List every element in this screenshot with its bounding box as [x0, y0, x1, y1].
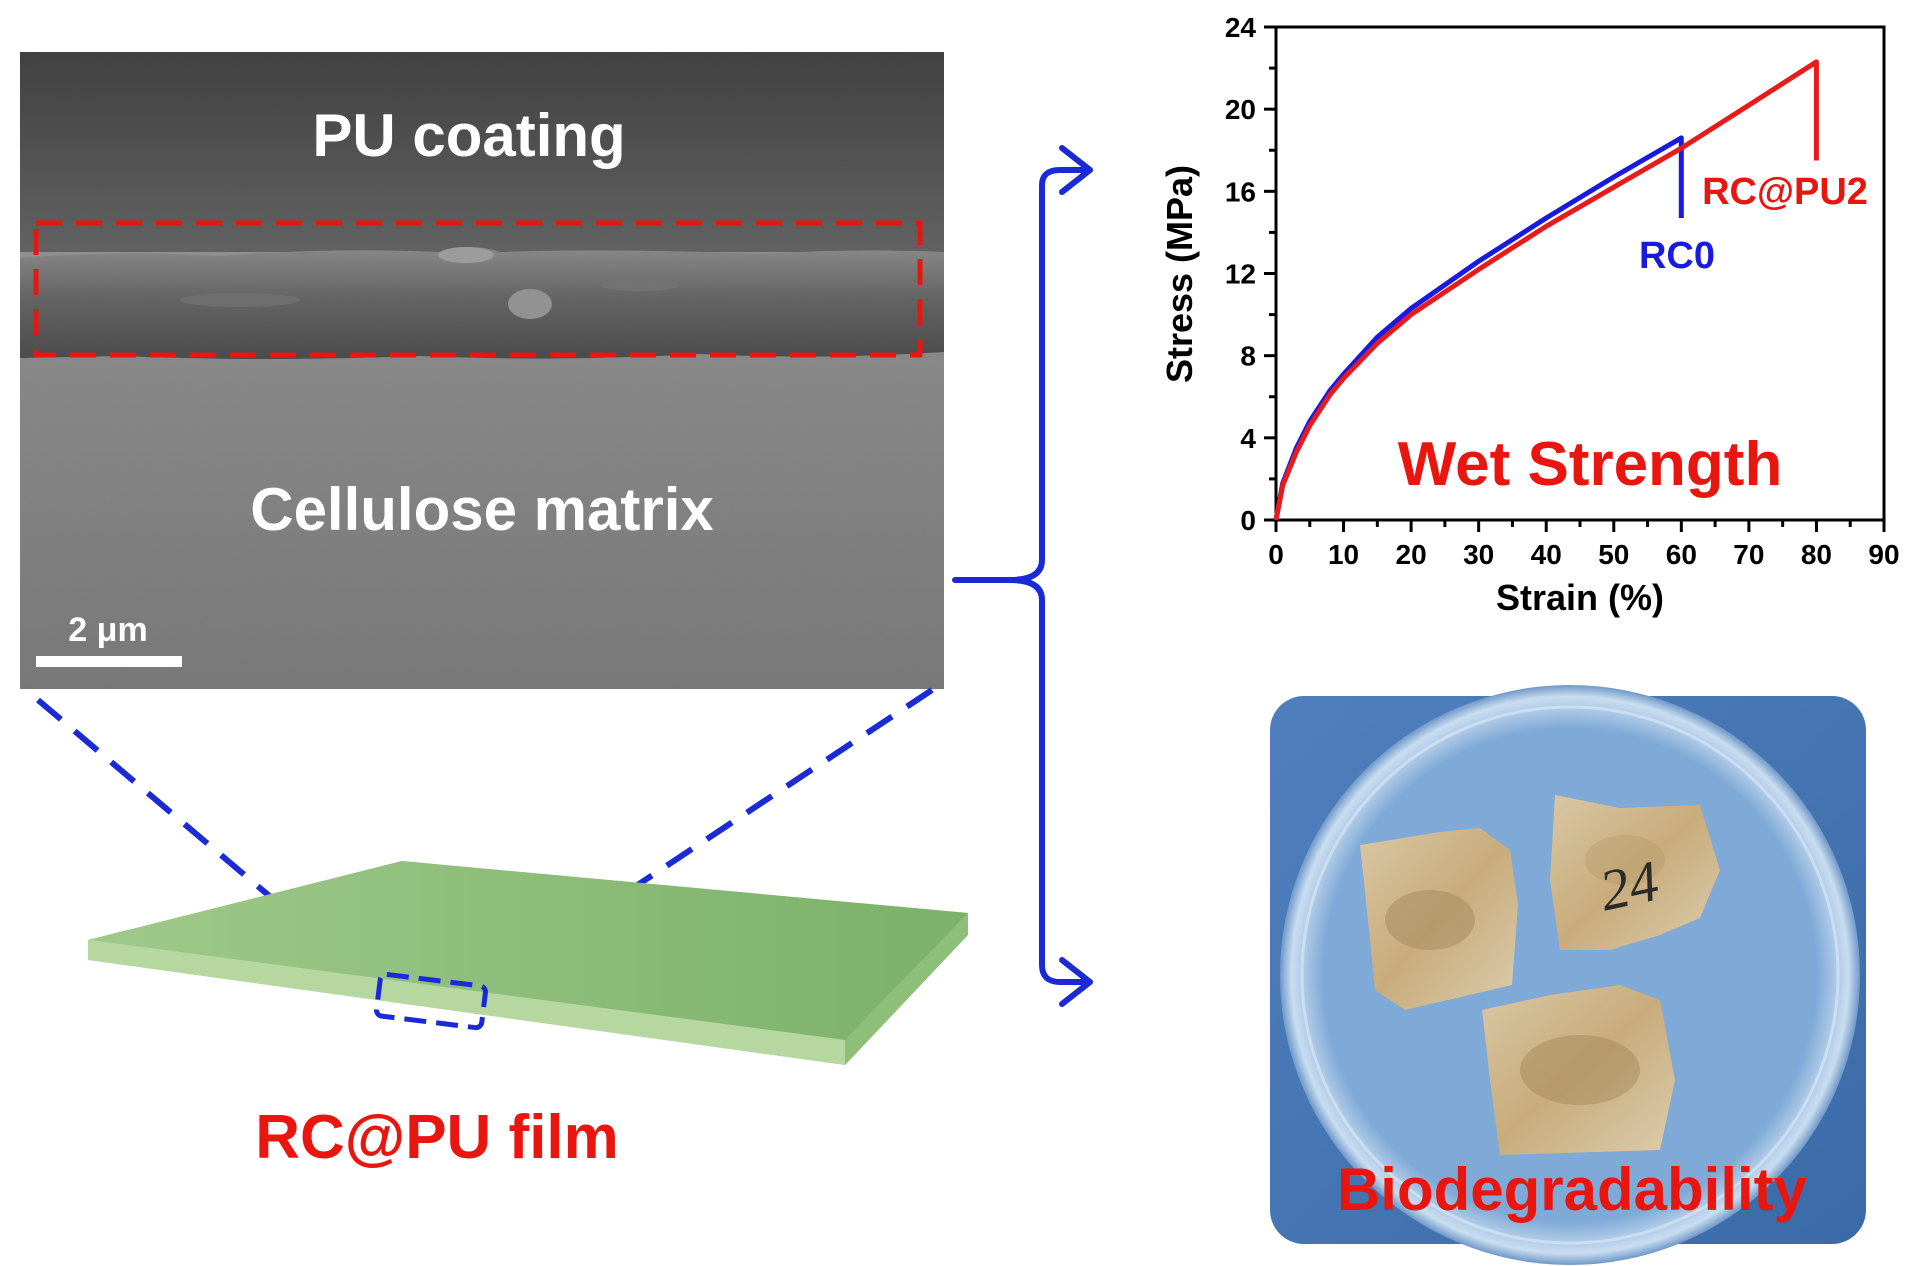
rc-pu-film: RC@PU film — [88, 861, 968, 1172]
series-line-rc-pu2 — [1273, 59, 1819, 521]
y-tick-label: 16 — [1225, 176, 1256, 207]
mold-patch — [1585, 835, 1665, 885]
film-top — [88, 861, 968, 1040]
petri-dish — [1280, 685, 1860, 1265]
film-label: RC@PU film — [255, 1103, 619, 1172]
chart-ylabel: Stress (MPa) — [1159, 165, 1200, 383]
y-tick-label: 4 — [1240, 423, 1256, 454]
petri-dish-rim — [1300, 705, 1840, 1245]
chart-title: Wet Strength — [1398, 430, 1783, 499]
scale-bar-label: 2 μm — [68, 611, 147, 649]
x-tick-label: 50 — [1598, 539, 1629, 570]
arrow-to-photo — [1059, 957, 1093, 1007]
bracket-upper — [952, 167, 1093, 583]
photo-label: Biodegradability — [1337, 1156, 1808, 1223]
mold-patch — [1385, 890, 1475, 950]
magnified-region-box — [374, 971, 488, 1031]
x-tick-label: 80 — [1801, 539, 1832, 570]
bracket-lower — [1007, 577, 1093, 985]
series-label-rc-pu2: RC@PU2 — [1702, 171, 1868, 213]
x-tick-label: 10 — [1328, 539, 1359, 570]
chart-ticks: 0 10 20 30 40 50 60 70 80 90 0 4 8 12 16 20 24 — [1225, 12, 1900, 570]
arrow-to-chart — [1059, 145, 1093, 195]
bracket-arrows — [952, 145, 1093, 1007]
sem-image: PU coating Cellulose matrix 2 μm — [20, 52, 944, 689]
x-tick-label: 30 — [1463, 539, 1494, 570]
degraded-sample — [1482, 985, 1675, 1155]
film-right-edge — [845, 913, 968, 1065]
y-tick-label: 12 — [1225, 259, 1256, 290]
sample-marking: 24 — [1594, 848, 1664, 924]
zoom-line-left — [36, 697, 380, 991]
chart-plot-area — [1274, 25, 1886, 522]
degraded-sample — [1550, 795, 1720, 950]
y-tick-label: 20 — [1225, 94, 1256, 125]
x-tick-label: 60 — [1666, 539, 1697, 570]
y-tick-label: 8 — [1240, 341, 1256, 372]
scale-bar — [36, 656, 182, 667]
wet-strength-chart: 0 10 20 30 40 50 60 70 80 90 0 4 8 12 16 20 24 Wet Stren… — [1159, 12, 1900, 618]
sem-texture — [20, 52, 944, 689]
film-front-edge — [88, 940, 845, 1065]
pu-coating-label: PU coating — [312, 102, 625, 169]
y-tick-label: 0 — [1240, 505, 1256, 536]
y-tick-label: 24 — [1225, 12, 1257, 43]
mold-patch — [1520, 1035, 1640, 1105]
cellulose-matrix-label: Cellulose matrix — [250, 476, 714, 543]
x-tick-label: 40 — [1531, 539, 1562, 570]
biodegradability-photo: 24 Biodegradability — [1270, 685, 1866, 1265]
chart-series — [1273, 59, 1819, 521]
pu-layer-highlight-box — [33, 220, 923, 358]
chart-xlabel: Strain (%) — [1496, 577, 1664, 618]
series-label-rc0: RC0 — [1639, 235, 1715, 277]
x-tick-label: 0 — [1268, 539, 1284, 570]
x-tick-label: 20 — [1396, 539, 1427, 570]
x-tick-label: 90 — [1868, 539, 1899, 570]
x-tick-label: 70 — [1733, 539, 1764, 570]
